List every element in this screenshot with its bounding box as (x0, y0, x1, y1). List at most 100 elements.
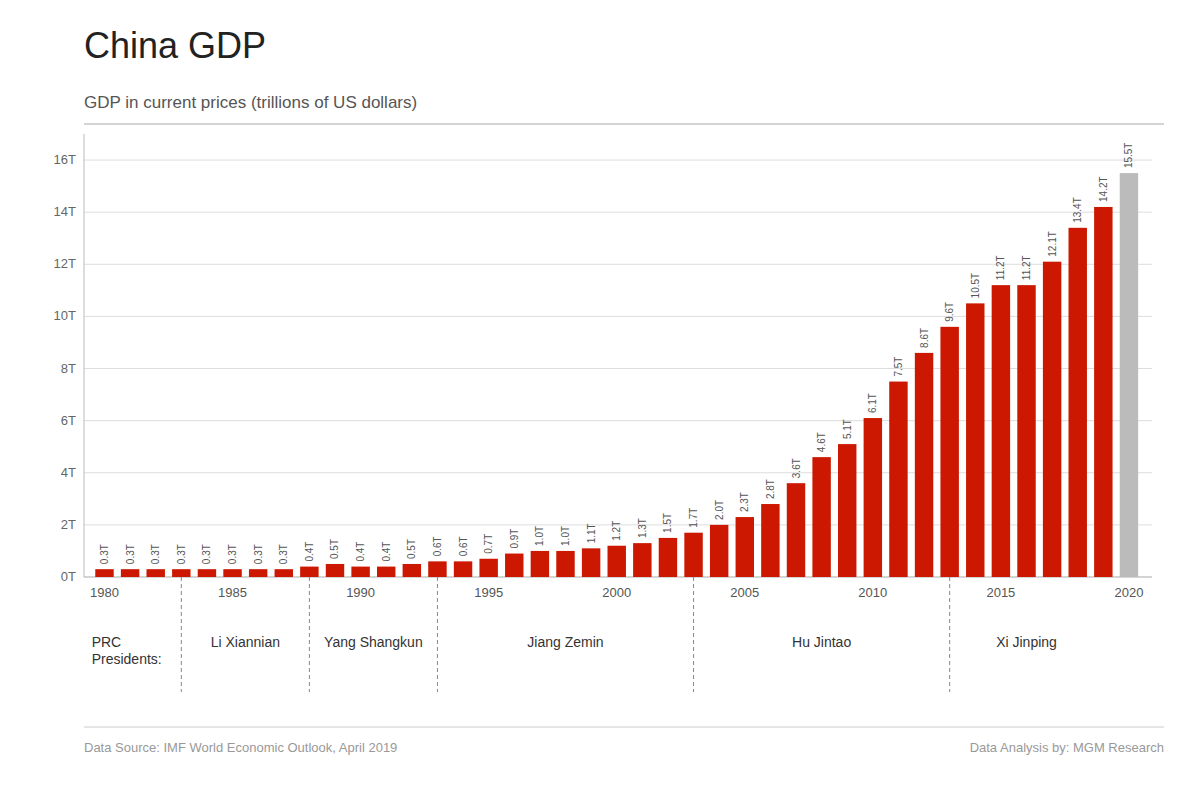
data-label: 3.6T (791, 458, 802, 478)
grid (84, 160, 1152, 577)
bar (505, 554, 523, 577)
chart: China GDP GDP in current prices (trillion… (0, 0, 1200, 790)
bar (454, 561, 472, 577)
data-label: 14.2T (1098, 176, 1109, 202)
y-tick-label: 2T (61, 517, 76, 532)
bar (172, 569, 190, 577)
data-label: 0.3T (176, 544, 187, 564)
annotation-line: Hu Jintao (792, 634, 851, 650)
bar (915, 353, 933, 577)
annotation: Yang Shangkun (324, 634, 423, 650)
bar (684, 533, 702, 577)
data-label: 0.3T (150, 544, 161, 564)
bar (940, 327, 958, 577)
divider (309, 577, 310, 692)
data-label: 1.7T (688, 508, 699, 528)
bar (787, 483, 805, 577)
bar (198, 569, 216, 577)
bar (275, 569, 293, 577)
annotation-line: Xi Jinping (996, 634, 1057, 650)
annotation: Hu Jintao (792, 634, 851, 650)
x-tick-label: 2005 (730, 585, 759, 600)
bar (351, 567, 369, 577)
bar (659, 538, 677, 577)
data-label: 1.2T (611, 521, 622, 541)
bars (95, 173, 1138, 577)
bar (223, 569, 241, 577)
x-tick-label: 2015 (986, 585, 1015, 600)
data-label: 0.5T (329, 539, 340, 559)
bar (146, 569, 164, 577)
y-axis-line (84, 134, 85, 577)
separator (84, 124, 1164, 125)
x-tick-label: 1995 (474, 585, 503, 600)
data-label: 6.1T (867, 393, 878, 413)
x-tick-label: 1985 (218, 585, 247, 600)
data-label: 11.2T (1021, 255, 1032, 280)
data-label: 1.0T (534, 526, 545, 546)
y-tick-label: 6T (61, 413, 76, 428)
data-label: 2.0T (714, 500, 725, 520)
data-label: 2.3T (739, 492, 750, 512)
data-label: 0.6T (458, 536, 469, 556)
x-tick-label: 2000 (602, 585, 631, 600)
divider (437, 577, 438, 692)
divider (693, 577, 694, 692)
bar (582, 548, 600, 577)
data-label: 7.5T (893, 357, 904, 377)
bar (95, 569, 113, 577)
bar (403, 564, 421, 577)
data-label: 0.3T (99, 544, 110, 564)
data-label: 1.1T (586, 523, 597, 543)
annotation-line: Presidents: (92, 651, 162, 667)
x-tick-label: 1980 (90, 585, 119, 600)
data-label: 8.6T (919, 328, 930, 348)
data-label: 0.4T (381, 542, 392, 562)
divider (949, 577, 950, 692)
annotation: Jiang Zemin (527, 634, 603, 650)
bar (300, 567, 318, 577)
bar (377, 567, 395, 577)
grid-line (84, 264, 1152, 265)
bar (736, 517, 754, 577)
data-label: 9.6T (944, 302, 955, 322)
bar (864, 418, 882, 577)
annotation: Xi Jinping (996, 634, 1057, 650)
bar (1017, 285, 1035, 577)
data-label: 0.4T (355, 542, 366, 562)
y-tick-label: 12T (54, 256, 76, 271)
bar (607, 546, 625, 577)
data-label: 4.6T (816, 432, 827, 452)
data-label: 0.6T (432, 536, 443, 556)
y-tick-label: 16T (54, 152, 76, 167)
title: China GDP (84, 25, 266, 66)
data-label: 5.1T (842, 419, 853, 439)
data-label: 0.9T (509, 529, 520, 549)
x-tick-label: 2020 (1114, 585, 1143, 600)
x-tick-label: 1990 (346, 585, 375, 600)
data-label: 0.3T (253, 544, 264, 564)
data-label: 2.8T (765, 479, 776, 499)
subtitle: GDP in current prices (trillions of US d… (84, 93, 417, 112)
data-label: 10.5T (970, 273, 981, 299)
y-tick-label: 8T (61, 361, 76, 376)
bar (1069, 228, 1087, 577)
data-label: 0.7T (483, 534, 494, 554)
bar (1043, 262, 1061, 577)
bar (531, 551, 549, 577)
bar (249, 569, 267, 577)
annotation: Li Xiannian (211, 634, 280, 650)
bar (326, 564, 344, 577)
data-label: 0.3T (227, 544, 238, 564)
data-label: 0.4T (304, 542, 315, 562)
bar (966, 303, 984, 577)
bar (761, 504, 779, 577)
bar (992, 285, 1010, 577)
y-tick-label: 10T (54, 308, 76, 323)
y-tick-label: 4T (61, 465, 76, 480)
footer-right: Data Analysis by: MGM Research (970, 740, 1164, 755)
bar (633, 543, 651, 577)
bar (710, 525, 728, 577)
data-label: 1.5T (662, 513, 673, 533)
data-label: 0.3T (125, 544, 136, 564)
